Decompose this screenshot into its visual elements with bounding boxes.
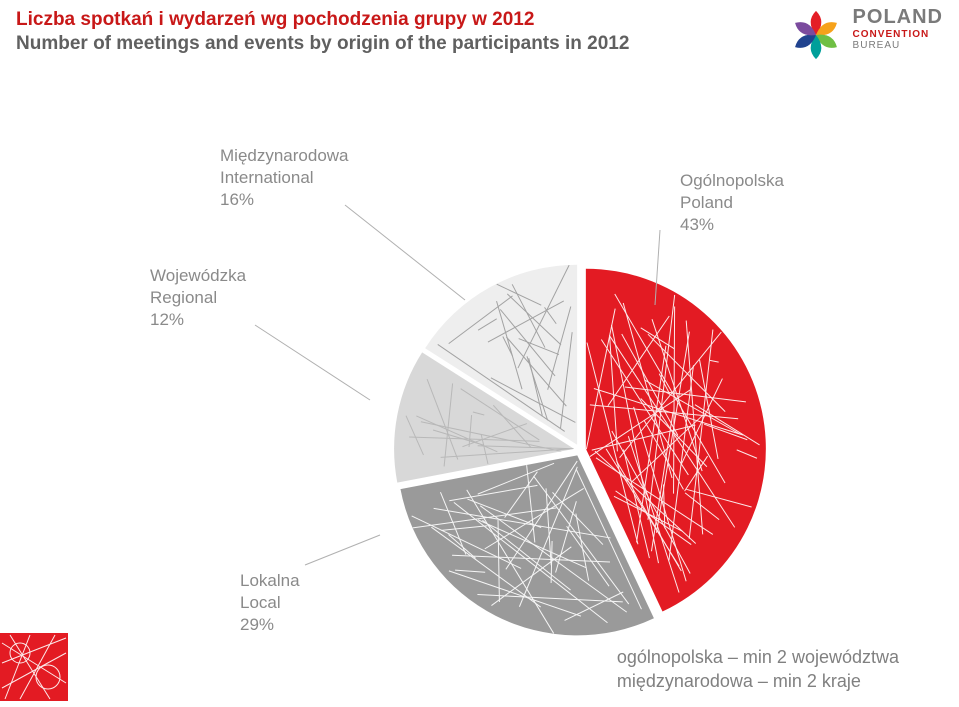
side-decor-icon <box>0 633 68 701</box>
logo-brand: POLAND <box>853 6 943 29</box>
logo: POLAND CONVENTION BUREAU <box>787 6 943 64</box>
footer-note: ogólnopolska – min 2 województwa międzyn… <box>617 646 899 693</box>
chart-area: OgólnopolskaPoland43% LokalnaLocal29% Woje… <box>120 90 899 697</box>
pie-chart: OgólnopolskaPoland43% LokalnaLocal29% Woje… <box>120 90 900 670</box>
slice-label-pct: 29% <box>240 614 440 636</box>
logo-flower-icon <box>787 6 845 64</box>
logo-line1: CONVENTION <box>853 29 943 40</box>
slice-label-pl: Wojewódzka <box>150 265 350 287</box>
slice-label-poland: OgólnopolskaPoland43% <box>680 170 880 236</box>
slice-label-en: Regional <box>150 287 350 309</box>
slice-label-pl: Międzynarodowa <box>220 145 420 167</box>
slice-label-regional: WojewódzkaRegional12% <box>150 265 350 331</box>
footer-line1: ogólnopolska – min 2 województwa <box>617 646 899 669</box>
slice-label-international: MiędzynarodowaInternational16% <box>220 145 420 211</box>
title-pl: Liczba spotkań i wydarzeń wg pochodzenia… <box>16 8 629 32</box>
slice-label-en: Poland <box>680 192 880 214</box>
slice-label-pct: 16% <box>220 189 420 211</box>
title-en: Number of meetings and events by origin … <box>16 32 629 56</box>
slice-label-pl: Ogólnopolska <box>680 170 880 192</box>
slice-label-pl: Lokalna <box>240 570 440 592</box>
header: Liczba spotkań i wydarzeń wg pochodzenia… <box>16 8 943 64</box>
leader-local <box>305 535 380 565</box>
slice-label-pct: 12% <box>150 309 350 331</box>
slice-label-en: International <box>220 167 420 189</box>
title-block: Liczba spotkań i wydarzeń wg pochodzenia… <box>16 8 629 56</box>
footer-line2: międzynarodowa – min 2 kraje <box>617 670 899 693</box>
logo-line2: BUREAU <box>853 40 943 51</box>
slice-label-en: Local <box>240 592 440 614</box>
slice-label-pct: 43% <box>680 214 880 236</box>
slice-label-local: LokalnaLocal29% <box>240 570 440 636</box>
logo-text: POLAND CONVENTION BUREAU <box>853 6 943 51</box>
